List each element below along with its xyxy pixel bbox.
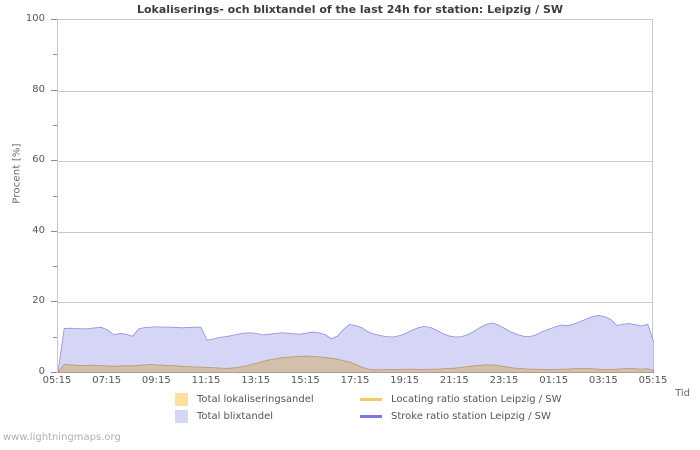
x-tick-label: 13:15 — [241, 375, 271, 386]
legend-label: Total blixtandel — [197, 410, 274, 422]
y-tick-mark — [51, 89, 57, 91]
area-total-blixtandel — [58, 315, 654, 373]
y-tick-label: 0 — [38, 366, 45, 377]
y-tick-mark-minor — [53, 336, 57, 338]
plot-area — [57, 19, 654, 373]
legend-item-locating-ratio[interactable]: Locating ratio station Leipzig / SW — [360, 394, 640, 405]
x-tick-label: 21:15 — [439, 375, 469, 386]
y-tick-mark — [51, 160, 57, 162]
gridline — [58, 231, 652, 233]
y-tick-mark-minor — [53, 266, 57, 268]
y-tick-mark-minor — [53, 124, 57, 126]
x-tick-label: 07:15 — [92, 375, 122, 386]
series-layer — [58, 315, 654, 373]
gridline — [58, 161, 652, 163]
chart-title: Lokaliserings- och blixtandel of the las… — [136, 3, 564, 16]
x-tick-label: 19:15 — [390, 375, 420, 386]
gridline — [58, 302, 652, 304]
y-tick-label: 40 — [32, 224, 45, 236]
chart-legend: Total lokaliseringsandel Locating ratio … — [175, 392, 645, 426]
area-swatch-icon — [175, 409, 188, 423]
line-swatch-icon — [360, 414, 382, 418]
legend-item-total-lokaliseringsandel[interactable]: Total lokaliseringsandel — [175, 392, 360, 406]
y-tick-mark — [51, 301, 57, 303]
watermark: www.lightningmaps.org — [3, 432, 121, 443]
x-tick-label: 23:15 — [489, 375, 519, 386]
y-tick-mark-minor — [53, 54, 57, 56]
x-tick-label: 17:15 — [340, 375, 370, 386]
legend-row: Total lokaliseringsandel Locating ratio … — [175, 392, 645, 406]
y-tick-label: 20 — [32, 295, 45, 307]
legend-label: Stroke ratio station Leipzig / SW — [391, 410, 551, 422]
x-tick-label: 05:15 — [638, 375, 668, 386]
x-tick-label: 15:15 — [290, 375, 320, 386]
legend-item-total-blixtandel[interactable]: Total blixtandel — [175, 409, 360, 423]
x-tick-label: 03:15 — [588, 375, 618, 386]
legend-label: Locating ratio station Leipzig / SW — [391, 393, 562, 405]
x-tick-label: 05:15 — [42, 375, 72, 386]
x-tick-label: 09:15 — [141, 375, 171, 386]
legend-row: Total blixtandel Stroke ratio station Le… — [175, 409, 645, 423]
x-axis-label: Tid — [675, 388, 690, 399]
y-tick-label: 80 — [32, 83, 45, 95]
legend-item-stroke-ratio[interactable]: Stroke ratio station Leipzig / SW — [360, 411, 640, 422]
gridline — [58, 90, 652, 92]
y-tick-mark — [51, 372, 57, 373]
y-tick-mark — [51, 19, 57, 20]
legend-label: Total lokaliseringsandel — [197, 393, 314, 405]
area-swatch-icon — [175, 392, 188, 406]
line-swatch-icon — [360, 397, 382, 401]
y-tick-label: 60 — [32, 154, 45, 166]
y-axis-label: Procent [%] — [11, 143, 23, 204]
area-total-lokaliseringsandel — [58, 355, 654, 373]
y-tick-label: 100 — [25, 13, 45, 24]
y-tick-mark — [51, 230, 57, 232]
x-tick-label: 01:15 — [539, 375, 569, 386]
y-tick-mark-minor — [53, 195, 57, 197]
x-tick-label: 11:15 — [191, 375, 221, 386]
